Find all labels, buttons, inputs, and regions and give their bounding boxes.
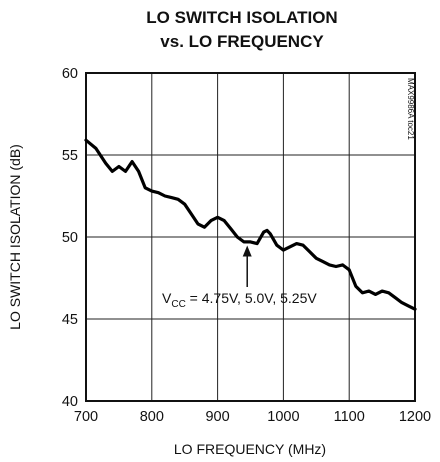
y-tick-label: 60 xyxy=(62,66,78,82)
annotation-text: = 4.75V, 5.0V, 5.25V xyxy=(186,290,318,306)
side-id-label: MAX9986A toc21 xyxy=(406,78,415,140)
x-tick-label: 700 xyxy=(74,409,98,425)
x-tick-label: 1100 xyxy=(334,409,365,425)
y-tick-label: 40 xyxy=(62,394,78,410)
annotation-prefix: V xyxy=(162,290,172,306)
annotation: VCC = 4.75V, 5.0V, 5.25V xyxy=(162,245,317,310)
series-line xyxy=(84,138,417,311)
x-tick-label: 1000 xyxy=(267,409,299,425)
y-axis-title: LO SWITCH ISOLATION (dB) xyxy=(7,144,23,330)
x-tick-label: 800 xyxy=(140,409,164,425)
x-tick-label: 1200 xyxy=(399,409,431,425)
plot-frame xyxy=(85,72,416,402)
annotation-arrow-head xyxy=(242,245,252,257)
annotation-label: VCC = 4.75V, 5.0V, 5.25V xyxy=(162,290,317,310)
grid xyxy=(86,73,415,401)
tick-labels: 700 800 900 1000 1100 1200 40 45 50 55 60 xyxy=(62,66,431,425)
chart-title-line-1: LO SWITCH ISOLATION xyxy=(146,8,337,27)
annotation-subscript: CC xyxy=(171,299,185,310)
chart-title-line-2: vs. LO FREQUENCY xyxy=(160,32,324,51)
y-tick-label: 55 xyxy=(62,148,78,164)
series xyxy=(84,138,417,311)
y-tick-label: 45 xyxy=(62,312,78,328)
x-tick-label: 900 xyxy=(205,409,229,425)
y-tick-label: 50 xyxy=(62,230,78,246)
x-axis-title: LO FREQUENCY (MHz) xyxy=(174,441,326,457)
